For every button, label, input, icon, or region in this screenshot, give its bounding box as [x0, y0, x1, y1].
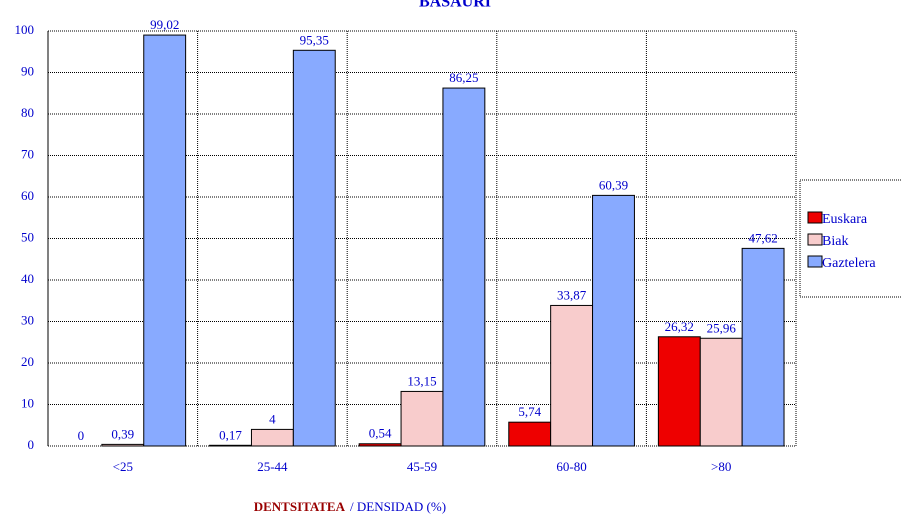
y-tick-label: 100	[15, 22, 35, 37]
value-label: 0,39	[111, 426, 134, 441]
plot-border	[47, 30, 797, 447]
bar	[250, 428, 294, 447]
y-tick-label: 60	[21, 188, 34, 203]
value-label: 13,15	[407, 373, 436, 388]
legend-label: Biak	[822, 234, 848, 249]
x-tick-label: 60-80	[556, 459, 586, 474]
value-label: 25,96	[707, 320, 737, 335]
bar	[592, 194, 635, 447]
value-label: 99,02	[150, 17, 179, 32]
y-tick-label: 90	[21, 63, 34, 78]
bar	[143, 34, 187, 447]
y-tick-label: 50	[21, 229, 34, 244]
legend-swatch	[807, 211, 823, 224]
y-tick-label: 40	[21, 271, 34, 286]
bar	[292, 49, 336, 447]
bar	[657, 336, 701, 447]
value-label: 5,74	[518, 404, 541, 419]
legend-swatch	[807, 255, 823, 268]
y-tick-label: 30	[21, 312, 34, 327]
x-axis-label: / DENSIDAD (%)	[350, 499, 446, 514]
value-label: 0	[78, 428, 85, 443]
y-tick-label: 70	[21, 146, 34, 161]
value-label: 47,62	[748, 230, 777, 245]
y-tick-label: 20	[21, 354, 34, 369]
legend-label: Gaztelera	[822, 256, 876, 271]
y-tick-label: 0	[28, 437, 35, 452]
bar	[699, 337, 743, 447]
x-tick-label: <25	[113, 459, 133, 474]
bar	[442, 87, 486, 447]
bar	[400, 390, 444, 447]
bar	[550, 304, 594, 447]
value-label: 0,54	[369, 426, 392, 441]
value-label: 26,32	[665, 319, 694, 334]
value-label: 33,87	[557, 287, 587, 302]
x-tick-label: >80	[711, 459, 731, 474]
x-tick-label: 45-59	[407, 459, 437, 474]
value-label: 60,39	[599, 177, 628, 192]
y-tick-label: 10	[21, 395, 34, 410]
y-tick-label: 80	[21, 105, 34, 120]
bar	[741, 247, 785, 447]
legend-swatch	[807, 233, 823, 246]
chart-title: BASAURI	[419, 0, 491, 11]
legend-label: Euskara	[822, 212, 868, 227]
value-label: 4	[269, 411, 276, 426]
x-tick-label: 25-44	[257, 459, 288, 474]
value-label: 86,25	[449, 70, 478, 85]
x-axis-label: DENTSITATEA	[254, 499, 346, 514]
value-label: 0,17	[219, 427, 242, 442]
bar	[508, 421, 552, 447]
value-label: 95,35	[300, 32, 329, 47]
